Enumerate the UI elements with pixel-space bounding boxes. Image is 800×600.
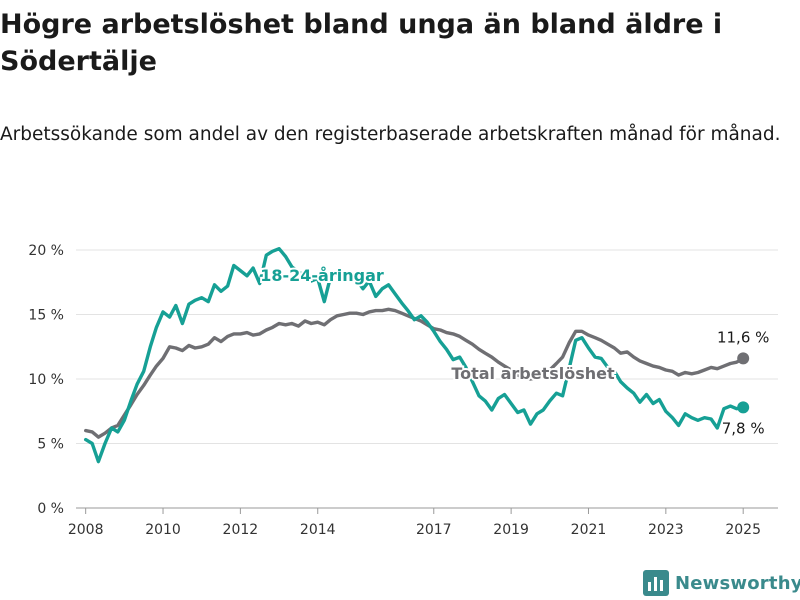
series-line-total: [84, 307, 745, 439]
grid-lines: [76, 249, 778, 509]
x-tick-label: 2017: [416, 522, 452, 538]
y-tick-label: 20 %: [28, 243, 64, 259]
x-tick-label: 2012: [223, 522, 259, 538]
newsworthy-logo: Newsworthy: [643, 570, 800, 596]
end-value-label-total: 11,6 %: [717, 328, 769, 346]
series-endpoint-youth: [737, 401, 750, 414]
x-tick-label: 2019: [493, 522, 529, 538]
y-tick-label: 0 %: [37, 501, 64, 517]
series-lines: [84, 247, 750, 464]
x-tick-label: 2021: [571, 522, 607, 538]
series-label-youth: 18-24-åringar: [260, 266, 384, 285]
y-tick-label: 10 %: [28, 372, 64, 388]
y-tick-label: 15 %: [28, 308, 64, 324]
series-line-youth: [84, 247, 745, 464]
x-tick-label: 2023: [648, 522, 684, 538]
series-endpoint-total: [737, 352, 750, 365]
bar-chart-logo-icon: [643, 570, 669, 596]
end-value-label-youth: 7,8 %: [722, 419, 765, 437]
series-label-total: Total arbetslöshet: [451, 364, 615, 383]
chart-title: Högre arbetslöshet bland unga än bland ä…: [0, 9, 723, 77]
y-tick-label: 5 %: [37, 437, 64, 453]
axes: 0 % 5 % 10 % 15 % 20 % 2008 2010 2012 2014 2017 20…: [28, 243, 761, 538]
series-labels: 18-24-åringar Total arbetslöshet 11,6 % 7,8…: [258, 264, 769, 437]
x-tick-label: 2025: [725, 522, 761, 538]
brand-name: Newsworthy: [675, 572, 800, 594]
x-tick-label: 2008: [68, 522, 104, 538]
chart-subtitle: Arbetssökande som andel av den registerb…: [0, 124, 781, 145]
x-tick-label: 2010: [145, 522, 181, 538]
x-tick-label: 2014: [300, 522, 336, 538]
